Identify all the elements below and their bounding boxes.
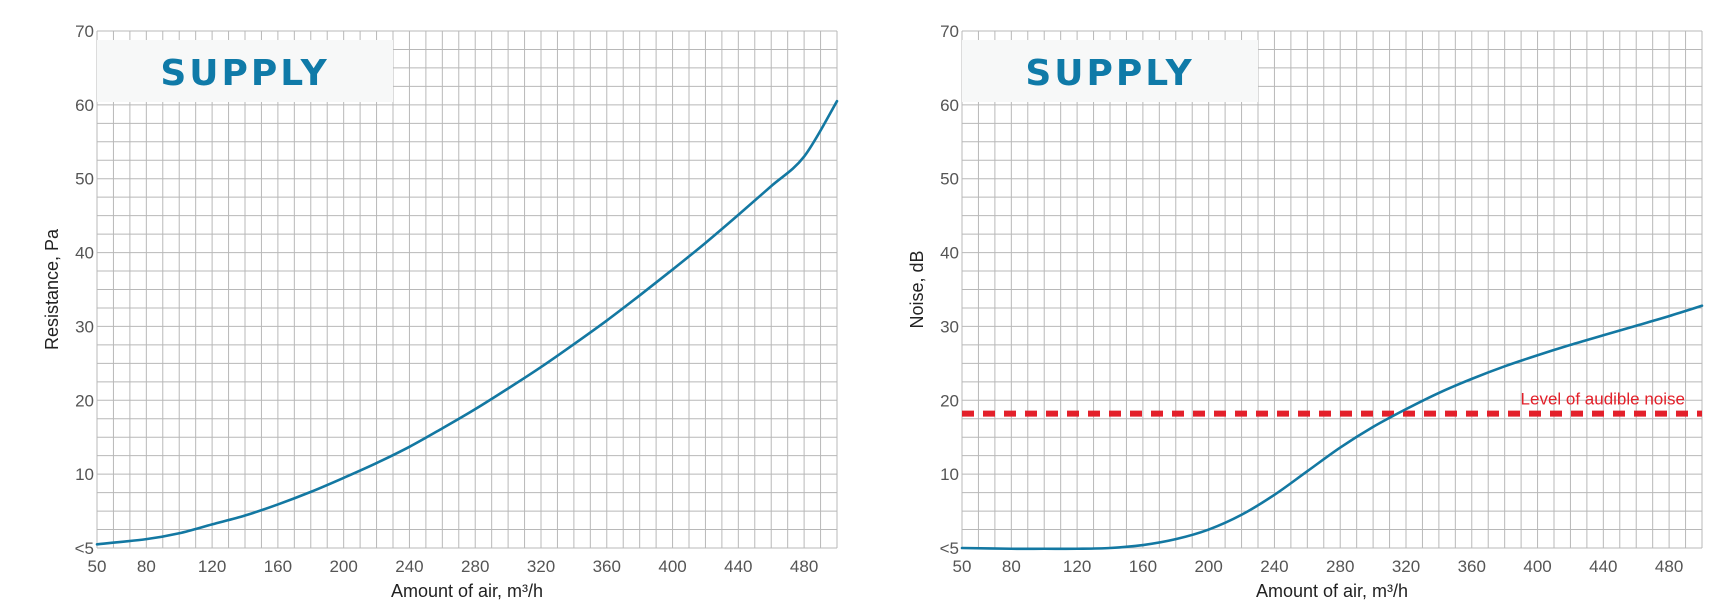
y-tick-label: 70 <box>75 22 94 41</box>
y-tick-label: 10 <box>940 465 959 484</box>
y-axis-label: Noise, dB <box>907 250 927 328</box>
resistance-chart: SUPPLY <5 10 20 30 40 50 60 70 50 80 120 160 200 240 28… <box>42 22 839 601</box>
x-tick-label: 50 <box>88 557 107 576</box>
y-tick-label: 70 <box>940 22 959 41</box>
title-badge <box>962 40 1258 102</box>
x-tick-label: 200 <box>1194 557 1222 576</box>
grid <box>96 30 838 549</box>
x-tick-label: 360 <box>1458 557 1486 576</box>
y-axis-label: Resistance, Pa <box>42 228 62 350</box>
y-tick-label: 60 <box>75 96 94 115</box>
x-tick-label: 320 <box>1392 557 1420 576</box>
x-axis-label: Amount of air, m³/h <box>391 581 543 601</box>
grid <box>961 30 1703 549</box>
x-tick-label: 360 <box>593 557 621 576</box>
chart-title: SUPPLY <box>160 53 329 94</box>
x-tick-label: 120 <box>198 557 226 576</box>
y-tick-label: 30 <box>75 317 94 336</box>
x-tick-label: 240 <box>395 557 423 576</box>
x-tick-label: 160 <box>1129 557 1157 576</box>
x-axis-label: Amount of air, m³/h <box>1256 581 1408 601</box>
noise-chart: SUPPLY <5 10 20 30 40 50 60 70 50 80 120 160 200 240 28… <box>907 22 1704 601</box>
x-tick-label: 280 <box>1326 557 1354 576</box>
x-tick-label: 480 <box>790 557 818 576</box>
y-tick-label: 60 <box>940 96 959 115</box>
x-tick-label: 80 <box>1002 557 1021 576</box>
y-tick-label: 50 <box>75 170 94 189</box>
y-tick-label: 40 <box>940 244 959 263</box>
y-tick-label: 40 <box>75 244 94 263</box>
x-tick-label: 200 <box>329 557 357 576</box>
x-tick-label: 50 <box>953 557 972 576</box>
x-tick-label: 480 <box>1655 557 1683 576</box>
x-tick-label: 400 <box>658 557 686 576</box>
chart-title: SUPPLY <box>1025 53 1194 94</box>
series-line <box>95 99 839 546</box>
audible-noise-label: Level of audible noise <box>1521 390 1685 409</box>
y-tick-label: 20 <box>75 391 94 410</box>
y-tick-label: 20 <box>940 391 959 410</box>
y-tick-label: 50 <box>940 170 959 189</box>
x-tick-label: 440 <box>1589 557 1617 576</box>
x-tick-label: 440 <box>724 557 752 576</box>
x-tick-label: 320 <box>527 557 555 576</box>
y-tick-label: 10 <box>75 465 94 484</box>
x-tick-label: 160 <box>264 557 292 576</box>
x-tick-label: 120 <box>1063 557 1091 576</box>
x-tick-label: 240 <box>1260 557 1288 576</box>
x-tick-label: 280 <box>461 557 489 576</box>
y-tick-label: <5 <box>75 539 94 558</box>
x-tick-label: 400 <box>1523 557 1551 576</box>
x-tick-label: 80 <box>137 557 156 576</box>
title-badge <box>97 40 393 102</box>
series-line <box>960 304 1704 551</box>
y-tick-label: <5 <box>940 539 959 558</box>
y-tick-label: 30 <box>940 317 959 336</box>
